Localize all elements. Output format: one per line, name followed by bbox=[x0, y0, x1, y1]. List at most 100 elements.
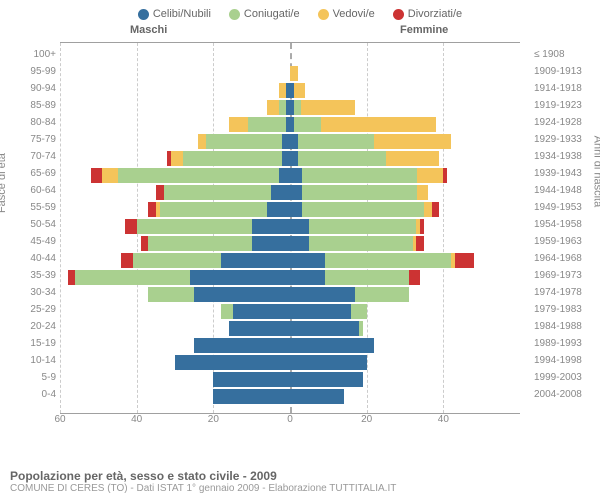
age-label: 55-59 bbox=[6, 203, 56, 213]
bar-segment bbox=[416, 236, 424, 251]
female-bar bbox=[290, 321, 363, 336]
bar-segment bbox=[221, 253, 290, 268]
bar-segment bbox=[141, 236, 149, 251]
female-bar bbox=[290, 355, 367, 370]
bar-segment bbox=[118, 168, 279, 183]
age-label: 25-29 bbox=[6, 305, 56, 315]
bar-segment bbox=[75, 270, 190, 285]
bar-segment bbox=[183, 151, 283, 166]
header-female: Femmine bbox=[400, 24, 448, 36]
male-bar bbox=[213, 389, 290, 404]
bar-segment bbox=[294, 117, 321, 132]
legend-dot-icon bbox=[138, 9, 149, 20]
female-bar bbox=[290, 372, 363, 387]
bar-segment bbox=[282, 151, 290, 166]
male-bar bbox=[148, 287, 290, 302]
age-label: 50-54 bbox=[6, 220, 56, 230]
age-label: 30-34 bbox=[6, 288, 56, 298]
bar-segment bbox=[229, 321, 290, 336]
bar-segment bbox=[298, 151, 386, 166]
footer-title: Popolazione per età, sesso e stato civil… bbox=[10, 469, 396, 483]
bar-segment bbox=[271, 185, 290, 200]
bar-segment bbox=[432, 202, 440, 217]
bar-segment bbox=[125, 219, 137, 234]
bar-row bbox=[60, 389, 520, 404]
bar-row bbox=[60, 151, 520, 166]
bar-segment bbox=[290, 185, 302, 200]
legend-dot-icon bbox=[318, 9, 329, 20]
bar-row bbox=[60, 355, 520, 370]
birth-year-label: ≤ 1908 bbox=[534, 50, 594, 60]
bar-segment bbox=[443, 168, 447, 183]
bar-row bbox=[60, 219, 520, 234]
male-bar bbox=[279, 83, 290, 98]
bar-segment bbox=[374, 134, 451, 149]
age-label: 90-94 bbox=[6, 84, 56, 94]
bar-segment bbox=[298, 134, 375, 149]
birth-year-label: 1939-1943 bbox=[534, 169, 594, 179]
female-bar bbox=[290, 151, 439, 166]
bar-segment bbox=[248, 117, 286, 132]
birth-year-label: 1969-1973 bbox=[534, 271, 594, 281]
bar-segment bbox=[175, 355, 290, 370]
legend-item: Vedovi/e bbox=[318, 8, 375, 20]
female-bar bbox=[290, 66, 298, 81]
bar-row bbox=[60, 338, 520, 353]
legend-dot-icon bbox=[229, 9, 240, 20]
bar-segment bbox=[282, 134, 290, 149]
x-tick-label: 40 bbox=[131, 414, 142, 425]
male-bar bbox=[213, 372, 290, 387]
legend-label: Celibi/Nubili bbox=[153, 8, 211, 20]
bar-segment bbox=[302, 185, 417, 200]
bar-segment bbox=[290, 236, 309, 251]
male-bar bbox=[267, 100, 290, 115]
male-bar bbox=[121, 253, 290, 268]
birth-year-label: 2004-2008 bbox=[534, 390, 594, 400]
female-bar bbox=[290, 100, 355, 115]
plot bbox=[60, 42, 520, 414]
bar-segment bbox=[252, 236, 290, 251]
bar-segment bbox=[409, 270, 421, 285]
age-label: 15-19 bbox=[6, 339, 56, 349]
bar-segment bbox=[137, 219, 252, 234]
chart-container: Celibi/NubiliConiugati/eVedovi/eDivorzia… bbox=[0, 0, 600, 500]
bar-segment bbox=[213, 389, 290, 404]
female-bar bbox=[290, 219, 424, 234]
male-bar bbox=[175, 355, 290, 370]
bar-row bbox=[60, 100, 520, 115]
age-label: 75-79 bbox=[6, 135, 56, 145]
age-label: 5-9 bbox=[6, 373, 56, 383]
y-left-labels: 100+95-9990-9485-8980-8475-7970-7465-696… bbox=[6, 42, 56, 432]
x-tick-label: 0 bbox=[287, 414, 293, 425]
male-bar bbox=[68, 270, 290, 285]
birth-year-label: 1979-1983 bbox=[534, 305, 594, 315]
x-tick-label: 40 bbox=[438, 414, 449, 425]
male-bar bbox=[148, 202, 290, 217]
bar-segment bbox=[290, 151, 298, 166]
bar-segment bbox=[309, 236, 413, 251]
x-tick-label: 20 bbox=[208, 414, 219, 425]
birth-year-label: 1954-1958 bbox=[534, 220, 594, 230]
legend-label: Vedovi/e bbox=[333, 8, 375, 20]
birth-year-label: 1964-1968 bbox=[534, 254, 594, 264]
bar-segment bbox=[302, 168, 417, 183]
male-bar bbox=[91, 168, 290, 183]
male-bar bbox=[221, 304, 290, 319]
bar-segment bbox=[290, 321, 359, 336]
birth-year-label: 1919-1923 bbox=[534, 101, 594, 111]
bar-segment bbox=[351, 304, 366, 319]
bar-row bbox=[60, 270, 520, 285]
bar-segment bbox=[290, 372, 363, 387]
bar-segment bbox=[290, 304, 351, 319]
bar-segment bbox=[194, 287, 290, 302]
female-bar bbox=[290, 185, 428, 200]
bar-segment bbox=[279, 168, 291, 183]
x-axis: 60402002040 bbox=[60, 414, 520, 430]
female-bar bbox=[290, 83, 305, 98]
bar-segment bbox=[290, 287, 355, 302]
bar-segment bbox=[233, 304, 291, 319]
male-bar bbox=[229, 321, 290, 336]
bar-row bbox=[60, 49, 520, 64]
bar-segment bbox=[355, 287, 409, 302]
bar-segment bbox=[221, 304, 233, 319]
